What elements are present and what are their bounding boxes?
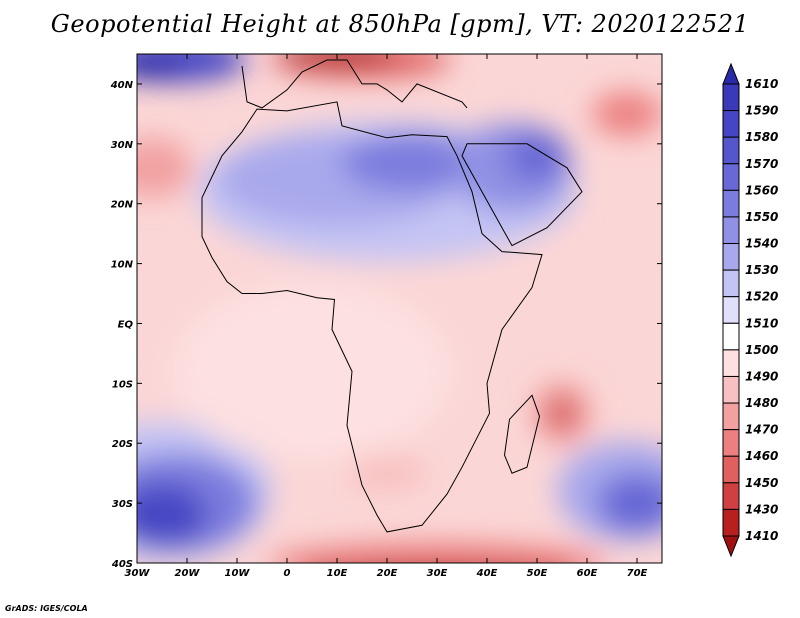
arabia-high-core [507,130,567,181]
lon-label: 30W [125,568,151,579]
north-africa-high-core [342,131,482,192]
grads-credit: GrADS: IGES/COLA [5,604,88,613]
lat-label: 40N [110,80,134,91]
colorbar-swatch [722,349,740,377]
colorbar-label: 1470 [745,423,778,437]
equatorial-belt [172,281,452,462]
colorbar-label: 1520 [745,290,778,304]
kalahari-low [347,455,427,492]
colorbar-label: 1610 [745,77,778,91]
atlantic-high-core [137,54,182,80]
colorbar-label: 1550 [745,210,778,224]
lon-label: 20W [175,568,201,579]
colorbar-label: 1460 [745,449,778,463]
axis-ticks: 30W 20W 10W 0 10E 20E 30E 40E 50E 60E 70E 40N 30N 20N… [110,54,662,579]
colorbar-swatch [722,322,740,351]
lat-label: 10N [111,260,134,271]
lon-label: 20E [377,568,398,579]
lat-label: 40S [111,559,133,570]
colorbar-swatch [722,429,740,457]
lon-label: 10E [327,568,348,579]
height-field [137,54,662,563]
south-atlantic-high-core [137,483,207,548]
colorbar: 1610 1590 1580 1570 1560 1550 1540 1530 1520 1510… [722,62,778,558]
colorbar-label: 1570 [745,157,778,171]
lon-label: 10W [225,568,251,579]
lon-label: 30E [427,568,448,579]
southern-ocean-low-outer [267,543,607,563]
colorbar-label: 1560 [745,183,778,197]
colorbar-swatch [722,296,740,324]
madagascar-coastline [503,394,541,474]
colorbar-top-arrow [722,62,740,85]
colorbar-swatch [722,269,740,298]
africa-coastline [201,101,543,533]
colorbar-label: 1430 [745,502,778,516]
lat-label: 10S [112,379,133,390]
colorbar-swatch [722,482,740,510]
colorbar-swatch [722,402,740,431]
colorbar-swatch [722,243,740,271]
arabia-coastline [461,143,583,247]
map-frame [136,53,663,564]
lon-label: 60E [577,568,598,579]
lon-label: 50E [527,568,548,579]
colorbar-swatch [722,375,740,404]
colorbar-label: 1450 [745,476,778,490]
colorbar-label: 1480 [745,396,778,410]
lat-label: 20N [111,200,134,211]
europe-coastline [241,59,468,109]
lat-label: 30N [111,140,134,151]
west-africa-low [137,137,192,198]
lat-label: EQ [118,319,134,330]
lon-label: 70E [627,568,648,579]
colorbar-swatch [722,136,740,165]
colorbar-swatch [722,216,740,245]
lon-label: 0 [284,568,291,579]
colorbar-label: 1530 [745,263,778,277]
colorbar-swatch [722,83,740,112]
colorbar-swatch [722,189,740,218]
madagascar-low-core [548,397,576,430]
colorbar-label: 1500 [745,343,778,357]
chart-title: Geopotential Height at 850hPa [gpm], VT:… [50,10,750,38]
lat-label: 20S [112,439,133,450]
lon-label: 40E [476,568,498,579]
iran-low [592,91,662,136]
colorbar-label: 1580 [745,130,778,144]
colorbar-label: 1490 [745,369,778,383]
colorbar-label: 1590 [745,104,778,118]
indian-ocean-high-core [597,473,662,534]
colorbar-label: 1410 [745,529,778,543]
colorbar-swatch [722,455,740,484]
colorbar-swatch [722,508,740,537]
lat-label: 30S [112,499,133,510]
colorbar-swatch [722,163,740,191]
colorbar-bottom-arrow [722,535,740,558]
map-plot-area [137,54,662,563]
colorbar-label: 1510 [745,316,778,330]
colorbar-swatch [722,110,740,138]
colorbar-label: 1540 [745,237,778,251]
